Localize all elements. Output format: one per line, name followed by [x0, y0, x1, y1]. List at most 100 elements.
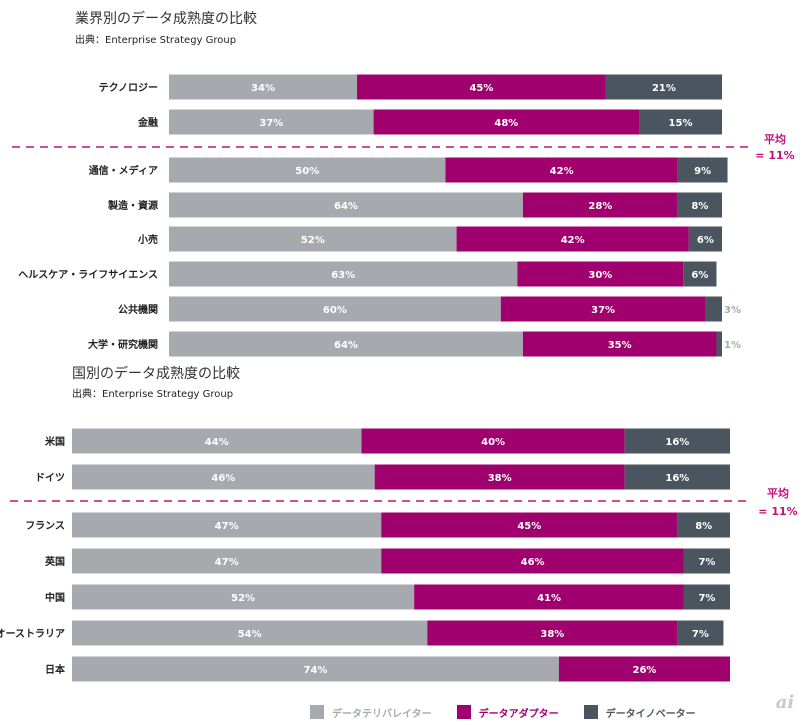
data-label: 15% — [669, 118, 693, 129]
data-label: 52% — [301, 235, 325, 246]
data-label: 44% — [205, 437, 229, 448]
average-label: 平均 — [767, 486, 789, 500]
bar-segment — [522, 192, 678, 218]
bar-segment — [72, 512, 382, 538]
data-label: 26% — [632, 665, 656, 676]
bar-segment — [169, 109, 374, 135]
data-label: 16% — [665, 473, 689, 484]
bar-segment — [677, 192, 722, 218]
data-label: 7% — [698, 557, 715, 568]
data-label: 7% — [692, 629, 709, 640]
bar-segment — [169, 74, 358, 100]
data-label: 46% — [521, 557, 545, 568]
chart-source: 出典：Enterprise Strategy Group — [75, 35, 237, 46]
bar-segment — [677, 620, 724, 646]
data-label: 63% — [331, 270, 355, 281]
bar-segment — [500, 296, 706, 322]
bar-segment — [72, 428, 362, 454]
bar-segment — [677, 157, 728, 183]
data-label: 30% — [588, 270, 612, 281]
bar-segment — [373, 109, 640, 135]
data-label: 74% — [303, 665, 327, 676]
data-label: 1% — [724, 340, 741, 351]
data-label: 6% — [691, 270, 708, 281]
bar-segment — [381, 548, 684, 574]
bar-segment — [683, 584, 730, 610]
data-label: 40% — [481, 437, 505, 448]
chart-source: 出典：Enterprise Strategy Group — [72, 389, 234, 400]
bar-segment — [624, 464, 730, 490]
bar-segment — [688, 226, 722, 252]
bar-segment — [705, 296, 722, 322]
average-value: = 11% — [755, 149, 794, 162]
bar-segment — [414, 584, 684, 610]
data-label: 47% — [215, 521, 239, 532]
category-label: オーストラリア — [0, 628, 65, 640]
category-label: 大学・研究機関 — [88, 338, 158, 351]
category-label: 公共機関 — [118, 303, 158, 316]
bar-segment — [624, 428, 730, 454]
bar-segment — [72, 464, 375, 490]
data-label: 37% — [259, 118, 283, 129]
bar-segment — [357, 74, 606, 100]
data-label: 34% — [251, 83, 275, 94]
bar-segment — [605, 74, 722, 100]
legend-swatch-laggard — [310, 705, 324, 719]
data-label: 54% — [238, 629, 262, 640]
data-label: 42% — [550, 166, 574, 177]
bar-segment — [683, 548, 730, 574]
category-label: 英国 — [44, 555, 65, 568]
bar-segment — [169, 296, 501, 322]
data-label: 38% — [488, 473, 512, 484]
data-label: 3% — [724, 305, 741, 316]
bar-segment — [361, 428, 625, 454]
data-label: 45% — [517, 521, 541, 532]
bar-segment — [558, 656, 730, 682]
data-label: 42% — [561, 235, 585, 246]
bar-segment — [169, 331, 523, 357]
bar-segment — [72, 620, 428, 646]
data-label: 64% — [334, 340, 358, 351]
bar-segment — [677, 512, 730, 538]
data-label: 9% — [694, 166, 711, 177]
bar-segment — [639, 109, 722, 135]
average-label: 平均 — [764, 132, 786, 146]
legend-item-laggard: データテリバレイター — [310, 705, 432, 720]
bar-segment — [445, 157, 678, 183]
data-label: 8% — [691, 201, 708, 212]
data-label: 21% — [652, 83, 676, 94]
legend-label-laggard: データテリバレイター — [332, 708, 432, 720]
bar-segment — [72, 548, 382, 574]
data-label: 47% — [215, 557, 239, 568]
legend-label-innovator: データイノベーター — [605, 708, 696, 720]
legend-swatch-adopter — [456, 705, 471, 719]
category-label: 小売 — [137, 233, 158, 246]
category-label: 日本 — [45, 663, 66, 676]
bar-segment — [517, 261, 684, 287]
data-label: 52% — [231, 593, 255, 604]
bar-segment — [169, 261, 518, 287]
chart-title: 国別のデータ成熟度の比較 — [72, 366, 240, 382]
bar-segment — [427, 620, 678, 646]
category-label: 製造・資源 — [107, 199, 158, 212]
data-label: 45% — [469, 83, 493, 94]
data-label: 46% — [211, 473, 235, 484]
data-label: 64% — [334, 201, 358, 212]
data-label: 37% — [591, 305, 615, 316]
average-value: = 11% — [758, 505, 797, 518]
category-label: 中国 — [45, 591, 65, 604]
category-label: 金融 — [137, 116, 158, 129]
bar-segment — [522, 331, 717, 357]
data-label: 16% — [665, 437, 689, 448]
legend-label-adopter: データアダプター — [478, 708, 559, 720]
bar-segment — [716, 331, 722, 357]
legend: データテリバレイター データアダプター データイノベーター — [310, 704, 721, 720]
bar-segment — [456, 226, 689, 252]
legend-item-innovator: データイノベーター — [583, 705, 696, 720]
bar-segment — [72, 584, 415, 610]
data-label: 50% — [295, 166, 319, 177]
data-label: 8% — [695, 521, 712, 532]
bar-segment — [169, 192, 523, 218]
data-label: 7% — [698, 593, 715, 604]
